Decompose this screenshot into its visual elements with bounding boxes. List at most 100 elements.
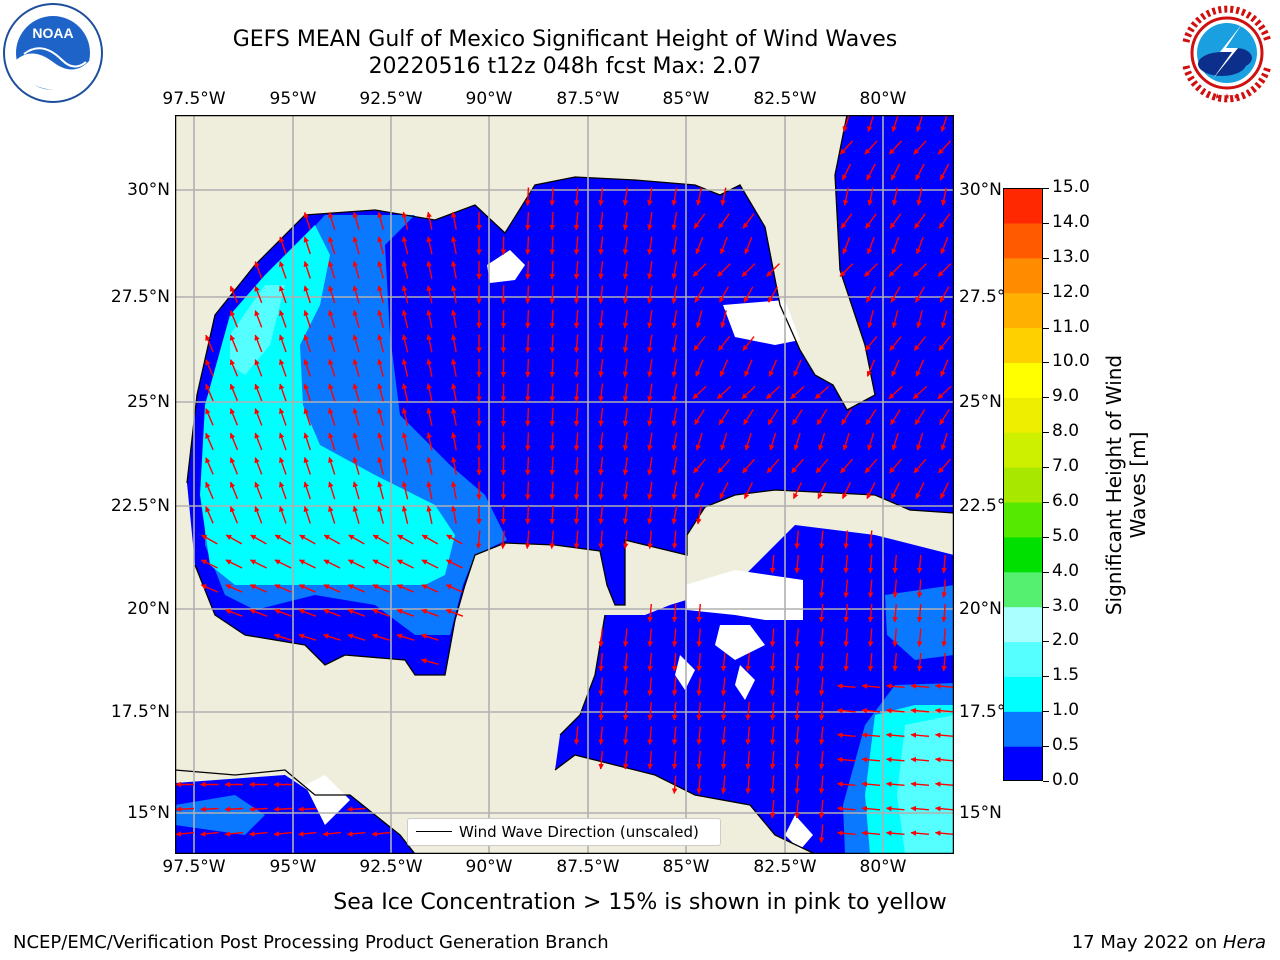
colorbar-tick-mark — [1043, 536, 1049, 538]
wave-direction-arrow — [598, 236, 604, 255]
wave-direction-arrow — [720, 726, 727, 746]
wave-direction-arrow — [377, 236, 384, 255]
wave-direction-arrow — [598, 701, 604, 721]
wave-direction-arrow — [549, 505, 556, 525]
wave-direction-arrow — [910, 732, 930, 738]
lat-tick-left: 30°N — [127, 180, 170, 200]
wave-direction-arrow — [401, 456, 409, 475]
lat-tick-right: 15°N — [959, 803, 1002, 823]
wave-direction-arrow — [377, 211, 384, 230]
wave-direction-arrow — [279, 505, 287, 524]
wave-direction-arrow — [647, 456, 653, 476]
wave-direction-arrow — [818, 579, 825, 599]
wave-direction-arrow — [279, 236, 287, 255]
wave-direction-arrow — [861, 781, 881, 787]
wave-direction-arrow — [794, 554, 800, 574]
wave-direction-arrow — [694, 409, 705, 426]
wave-direction-arrow — [347, 584, 365, 593]
wave-direction-arrow — [647, 628, 653, 648]
wave-direction-arrow — [549, 187, 556, 207]
wave-direction-arrow — [940, 114, 948, 133]
wave-direction-arrow — [794, 628, 800, 648]
wave-direction-arrow — [303, 407, 311, 426]
wave-direction-arrow — [836, 781, 856, 787]
wave-direction-arrow — [692, 385, 707, 400]
wave-direction-arrow — [401, 236, 409, 255]
legend-line — [416, 831, 452, 832]
wave-direction-arrow — [377, 481, 384, 500]
wave-direction-arrow — [934, 781, 954, 787]
wave-direction-arrow — [818, 799, 825, 819]
wave-band-0.5-1.0 — [175, 795, 265, 835]
wave-direction-arrow — [793, 432, 801, 451]
wave-direction-arrow — [254, 408, 263, 426]
wave-direction-arrow — [229, 359, 239, 377]
wave-direction-arrow — [303, 481, 311, 500]
wave-direction-arrow — [940, 432, 948, 451]
colorbar-segment — [1003, 188, 1043, 224]
wave-direction-arrow — [916, 187, 923, 206]
wave-direction-arrow — [888, 263, 903, 277]
wave-direction-arrow — [205, 481, 214, 500]
wave-direction-arrow — [695, 236, 704, 255]
wave-direction-arrow — [273, 831, 293, 837]
wave-direction-arrow — [745, 775, 751, 795]
wave-direction-arrow — [352, 505, 360, 524]
wave-direction-arrow — [892, 554, 898, 574]
wave-direction-arrow — [303, 260, 311, 279]
wave-direction-arrow — [892, 579, 898, 599]
wave-direction-arrow — [885, 683, 905, 689]
wave-direction-arrow — [934, 683, 954, 689]
wave-direction-arrow — [647, 481, 653, 500]
wave-direction-arrow — [328, 309, 336, 328]
colorbar-tick-label: 7.0 — [1052, 456, 1080, 477]
wave-direction-arrow — [941, 652, 947, 672]
wave-direction-arrow — [426, 236, 433, 255]
wave-direction-arrow — [573, 260, 580, 280]
wave-direction-arrow — [744, 359, 753, 377]
wave-direction-arrow — [346, 831, 366, 837]
wave-direction-arrow — [352, 407, 360, 426]
wave-direction-arrow — [794, 726, 800, 746]
wave-direction-arrow — [273, 633, 292, 641]
wave-direction-arrow — [842, 114, 850, 133]
wave-direction-arrow — [396, 633, 415, 641]
wave-direction-arrow — [622, 432, 629, 451]
colorbar-label-line2: Waves [m] — [1126, 431, 1150, 539]
wave-direction-arrow — [818, 432, 826, 451]
colorbar-segment — [1003, 292, 1043, 329]
lat-tick-right: 20°N — [959, 599, 1002, 619]
wave-direction-arrow — [298, 559, 316, 569]
wave-direction-arrow — [866, 236, 875, 255]
wave-direction-arrow — [647, 530, 653, 550]
wave-direction-arrow — [671, 628, 678, 648]
wave-direction-arrow — [377, 309, 384, 328]
colorbar-segment — [1003, 362, 1043, 398]
wave-direction-arrow — [401, 505, 409, 524]
lon-tick-top: 87.5°W — [556, 89, 620, 109]
wave-direction-arrow — [451, 383, 457, 402]
lat-tick-right: 30°N — [959, 180, 1002, 200]
wave-direction-arrow — [647, 334, 653, 353]
wave-direction-arrow — [916, 652, 923, 672]
wave-direction-arrow — [745, 726, 751, 746]
wave-direction-arrow — [842, 432, 850, 451]
wave-direction-arrow — [647, 285, 653, 304]
wave-direction-arrow — [818, 628, 825, 648]
wave-direction-arrow — [861, 805, 881, 812]
wave-direction-arrow — [910, 707, 930, 714]
svg-text:★ ★ ★: ★ ★ ★ — [1214, 92, 1240, 101]
wave-direction-arrow — [769, 652, 776, 672]
wave-direction-arrow — [396, 584, 414, 593]
gulf-of-mexico-map — [174, 114, 955, 855]
wave-direction-arrow — [741, 385, 756, 400]
wave-direction-arrow — [840, 213, 853, 229]
wave-direction-arrow — [377, 383, 384, 402]
wave-direction-arrow — [279, 285, 287, 304]
wave-direction-arrow — [891, 432, 899, 451]
colorbar-segment — [1003, 222, 1043, 259]
wave-direction-arrow — [254, 310, 263, 328]
wave-direction-arrow — [451, 358, 457, 377]
wave-direction-arrow — [322, 831, 342, 837]
wave-direction-arrow — [720, 701, 727, 721]
